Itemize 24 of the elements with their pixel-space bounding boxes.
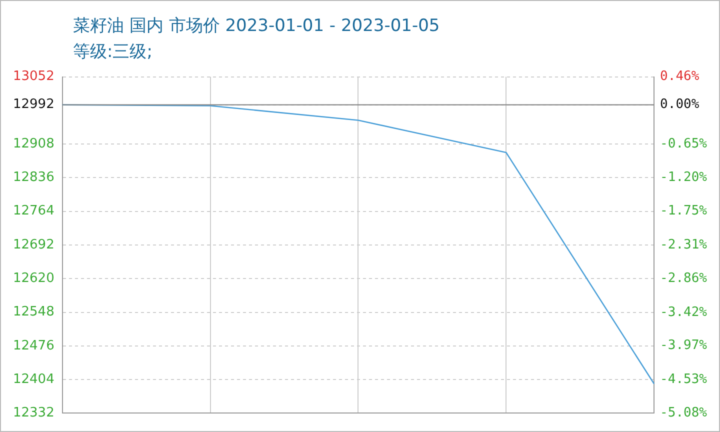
- chart-subtitle: 等级:三级;: [73, 41, 154, 64]
- y2-tick-label: -2.31%: [660, 237, 708, 252]
- chart-title: 菜籽油 国内 市场价 2023-01-01 - 2023-01-05: [73, 15, 440, 38]
- y2-tick-label: -3.42%: [660, 304, 708, 320]
- y-tick-label: 12836: [12, 170, 54, 186]
- y2-tick-label: -0.65%: [660, 136, 708, 152]
- y2-tick-label: -1.75%: [660, 203, 708, 218]
- y2-tick-label: 0.46%: [660, 69, 700, 84]
- y-tick-label: 12908: [12, 136, 54, 152]
- y-tick-label: 12992: [12, 97, 54, 112]
- y-tick-label: 12620: [12, 271, 54, 286]
- y2-tick-label: -5.08%: [660, 406, 708, 421]
- y-tick-label: 13052: [12, 69, 54, 84]
- y2-tick-label: 0.00%: [660, 97, 700, 112]
- y-tick-label: 12476: [12, 338, 54, 354]
- y-tick-label: 12692: [12, 237, 54, 252]
- y2-tick-label: -2.86%: [660, 270, 708, 286]
- y-tick-label: 12548: [12, 304, 54, 320]
- y-tick-label: 12404: [12, 372, 54, 387]
- y-tick-label: 12764: [12, 204, 54, 219]
- y2-tick-label: -3.97%: [660, 338, 708, 354]
- y2-tick-label: -1.20%: [660, 170, 708, 185]
- y-tick-label: 12332: [12, 406, 54, 421]
- y2-tick-label: -4.53%: [660, 372, 708, 388]
